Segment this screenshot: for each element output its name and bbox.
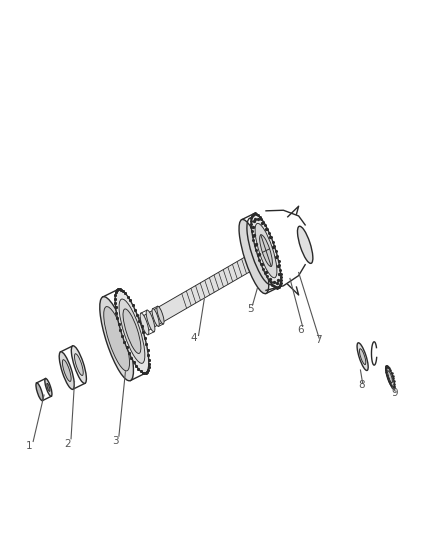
Text: 9: 9	[391, 389, 398, 398]
Text: 1: 1	[25, 441, 32, 451]
Text: 7: 7	[315, 335, 321, 345]
Ellipse shape	[100, 297, 134, 381]
Text: 6: 6	[297, 325, 304, 335]
Ellipse shape	[297, 226, 313, 263]
Ellipse shape	[115, 289, 149, 373]
Ellipse shape	[360, 349, 366, 365]
Polygon shape	[130, 243, 274, 338]
Ellipse shape	[152, 309, 159, 326]
Text: 8: 8	[358, 381, 365, 391]
Ellipse shape	[71, 346, 86, 383]
Ellipse shape	[74, 354, 83, 375]
Ellipse shape	[239, 220, 269, 294]
Ellipse shape	[36, 383, 43, 401]
Ellipse shape	[62, 360, 71, 382]
Ellipse shape	[157, 306, 164, 324]
Text: 4: 4	[191, 333, 198, 343]
Ellipse shape	[45, 378, 52, 397]
Ellipse shape	[47, 383, 50, 391]
Ellipse shape	[104, 306, 130, 371]
Ellipse shape	[146, 310, 155, 332]
Ellipse shape	[386, 366, 394, 387]
Ellipse shape	[357, 343, 368, 370]
Ellipse shape	[140, 313, 149, 335]
Text: 2: 2	[64, 439, 71, 449]
Ellipse shape	[260, 235, 272, 266]
Ellipse shape	[123, 309, 141, 353]
Text: 3: 3	[113, 436, 119, 446]
Text: 5: 5	[247, 304, 254, 313]
Ellipse shape	[119, 299, 145, 364]
Ellipse shape	[59, 352, 74, 389]
Ellipse shape	[388, 371, 392, 383]
Ellipse shape	[255, 223, 277, 278]
Ellipse shape	[251, 214, 281, 288]
